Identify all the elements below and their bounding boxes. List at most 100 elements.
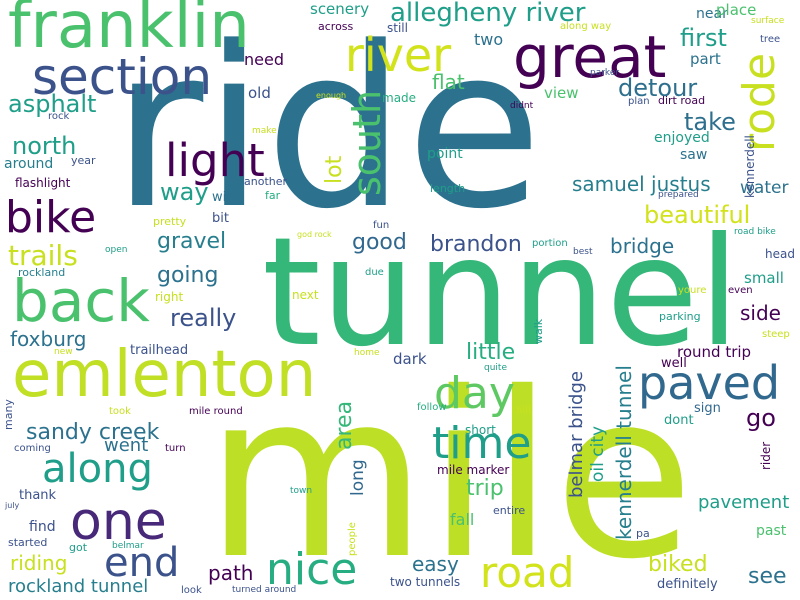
word-beautiful: beautiful: [644, 201, 751, 229]
word-pretty: pretty: [153, 215, 187, 228]
word-lot: lot: [322, 155, 347, 184]
word-river: river: [345, 28, 452, 82]
word-place: place: [716, 1, 757, 19]
word-great: great: [513, 23, 667, 91]
word-town: town: [290, 486, 313, 496]
word-asphalt: asphalt: [8, 90, 97, 118]
word-round-trip: round trip: [677, 343, 752, 361]
word-july: july: [5, 501, 20, 510]
word-south: south: [345, 89, 389, 196]
word-light: light: [165, 134, 265, 187]
word-god-rock: god rock: [297, 230, 332, 239]
word-fall: fall: [450, 510, 475, 529]
word-due: due: [365, 267, 384, 278]
word-rock: rock: [48, 111, 70, 122]
word-home: home: [354, 348, 380, 358]
word-didnt: didnt: [510, 101, 534, 111]
word-entire: entire: [493, 504, 526, 517]
word-view: view: [544, 84, 579, 102]
word-across: across: [318, 20, 354, 33]
word-day: day: [434, 368, 515, 419]
word-tunnel: tunnel: [262, 206, 740, 380]
word-along-way: along way: [560, 21, 612, 32]
word-started: started: [8, 536, 48, 549]
word-flat: flat: [432, 70, 465, 94]
word-made: made: [382, 91, 417, 105]
word-right: right: [155, 290, 184, 304]
word-point: point: [427, 146, 463, 162]
word-going: going: [157, 263, 219, 288]
word-two: two: [474, 30, 504, 49]
word-gravel: gravel: [157, 229, 227, 254]
word-wife: wife: [212, 190, 239, 205]
word-road-bike: road bike: [734, 227, 776, 237]
word-saw: saw: [680, 147, 708, 163]
word-time: time: [432, 418, 532, 469]
word-rockland-tunnel: rockland tunnel: [8, 576, 149, 597]
word-trip: trip: [466, 476, 504, 501]
word-parker: parker: [590, 68, 620, 78]
word-make: make: [252, 126, 277, 136]
word-scenery: scenery: [310, 0, 370, 18]
word-samuel-justus: samuel justus: [572, 172, 711, 196]
word-rider: rider: [759, 441, 773, 470]
word-area: area: [332, 400, 357, 450]
word-first: first: [680, 24, 727, 52]
word-brandon: brandon: [430, 232, 522, 257]
word-easy: easy: [412, 552, 459, 576]
word-mile: mile: [205, 343, 695, 600]
word-another: another: [244, 175, 288, 188]
word-follow: follow: [417, 402, 447, 413]
word-pa: pa: [636, 527, 650, 540]
word-quite: quite: [484, 363, 507, 373]
word-new: new: [54, 347, 73, 357]
word-allegheny-river: allegheny river: [390, 0, 586, 28]
word-little: little: [466, 340, 516, 365]
word-need: need: [244, 50, 284, 69]
word-sign: sign: [694, 401, 721, 416]
word-section: section: [32, 48, 213, 106]
word-well: well: [661, 356, 687, 371]
word-rockland: rockland: [18, 266, 66, 279]
word-nice: nice: [266, 544, 358, 595]
word-definitely: definitely: [657, 577, 718, 592]
word-good: good: [352, 230, 407, 255]
word-path: path: [208, 561, 254, 585]
word-end: end: [104, 540, 180, 586]
word-dark: dark: [393, 350, 427, 368]
word-oil-city: oil city: [588, 425, 608, 482]
word-turn: turn: [165, 443, 186, 454]
word-youre: youre: [678, 285, 707, 296]
word-really: really: [170, 304, 237, 332]
word-around: around: [4, 156, 54, 172]
word-one: one: [70, 492, 167, 552]
word-length: length: [430, 182, 466, 195]
word-surface: surface: [751, 16, 785, 26]
word-past: past: [756, 523, 787, 539]
word-short: short: [465, 423, 496, 437]
word-find: find: [29, 519, 56, 535]
word-back: back: [12, 267, 150, 335]
word-head: head: [765, 247, 795, 261]
word-many: many: [2, 399, 15, 430]
word-way: way: [160, 178, 209, 206]
word-prepared: prepared: [658, 190, 699, 200]
word-mile-marker: mile marker: [437, 463, 510, 477]
word-foxburg: foxburg: [10, 327, 87, 351]
word-people: people: [347, 522, 358, 556]
word-portion: portion: [532, 238, 568, 249]
word-tree: tree: [760, 34, 781, 45]
word-water: water: [740, 178, 789, 198]
word-bike: bike: [5, 192, 97, 243]
word-take: take: [684, 108, 736, 136]
word-trailhead: trailhead: [130, 343, 189, 358]
word-steep: steep: [762, 329, 790, 340]
word-next: next: [292, 288, 319, 302]
word-part: part: [690, 50, 721, 68]
word-old: old: [248, 84, 271, 102]
word-go: go: [746, 404, 776, 432]
word-long: long: [348, 459, 368, 496]
word-belmar: belmar: [112, 541, 144, 551]
word-franklin: franklin: [8, 0, 250, 63]
